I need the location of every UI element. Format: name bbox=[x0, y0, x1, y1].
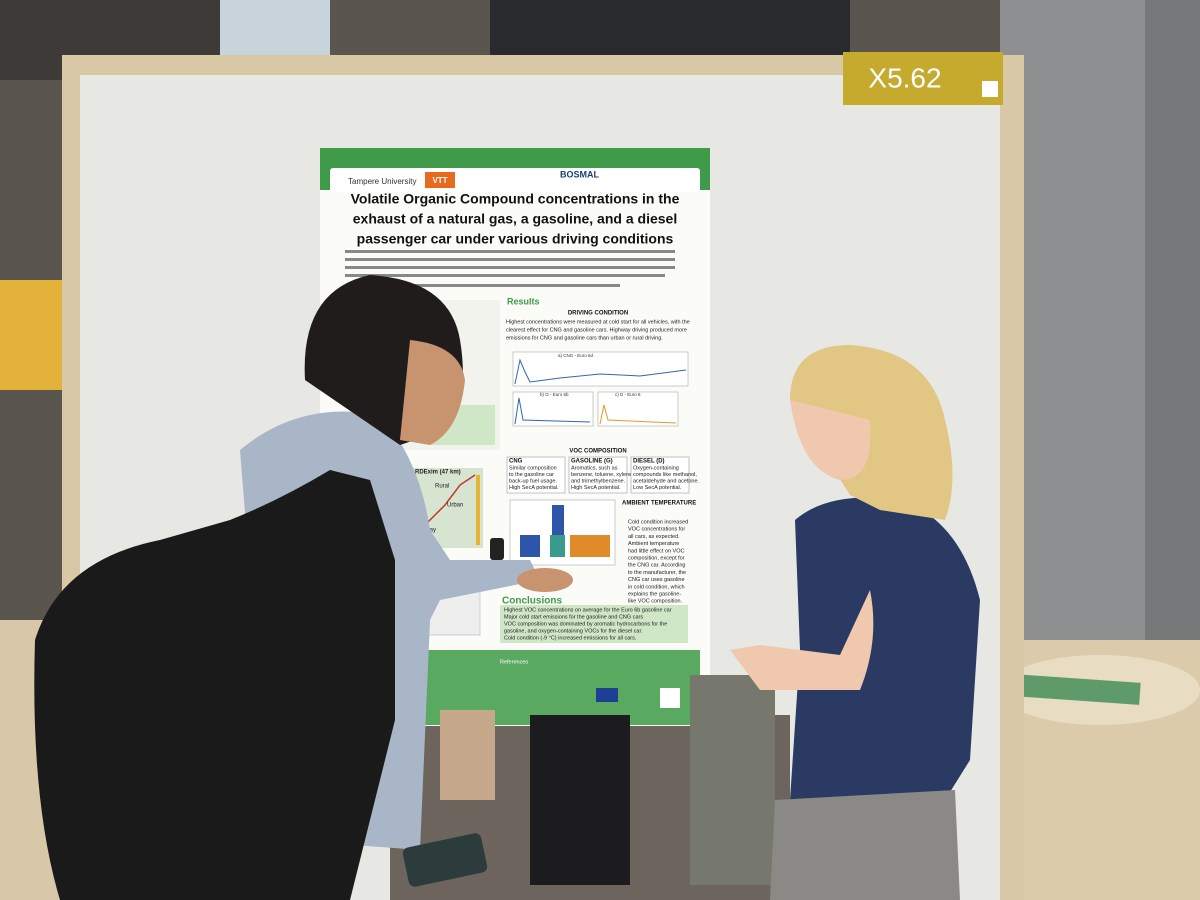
ambient-line: all cars, as expected. bbox=[628, 534, 680, 540]
conclusion-item: gasoline, and oxygen-containing VOCs for… bbox=[504, 628, 643, 634]
box-heading: CNG bbox=[509, 459, 523, 465]
poster-title: exhaust of a natural gas, a gasoline, an… bbox=[353, 211, 677, 227]
conclusion-item: Cold condition (-9 °C) increased emissio… bbox=[504, 635, 637, 641]
logo: BOSMAL bbox=[560, 169, 599, 179]
box-text: and trimethylbenzene. bbox=[571, 478, 626, 484]
ambient-line: composition, except for bbox=[628, 555, 685, 561]
ambient-text: Cold condition increased VOC concentratio… bbox=[628, 519, 688, 604]
paragraph: Highest concentrations were measured at … bbox=[506, 319, 690, 325]
conclusions-list: Highest VOC concentrations on average fo… bbox=[504, 607, 672, 641]
time-series-figure bbox=[512, 351, 689, 427]
ambient-line: VOC concentrations for bbox=[628, 527, 685, 533]
wall-panel bbox=[1145, 0, 1200, 650]
conclusion-item: Major cold start emissions for the gasol… bbox=[504, 614, 643, 620]
woman bbox=[730, 345, 980, 900]
logo: VTT bbox=[432, 176, 447, 185]
bar-figure bbox=[509, 499, 616, 566]
map-title: RDExim (47 km) bbox=[415, 470, 461, 476]
board-number: X5.62 bbox=[868, 62, 941, 93]
conclusion-item: VOC composition was dominated by aromati… bbox=[504, 621, 667, 627]
box-text: High SecA potential. bbox=[509, 485, 559, 491]
panel-label: a) CNG - Euro 6d bbox=[558, 353, 594, 358]
panel-label: b) G - Euro 6b bbox=[540, 392, 569, 397]
person-bg bbox=[530, 715, 630, 885]
conclusions-box bbox=[500, 605, 688, 643]
person-bg bbox=[690, 675, 775, 885]
box-text: back-up fuel usage. bbox=[509, 478, 557, 484]
man bbox=[34, 275, 573, 900]
box-text: Oxygen-containing bbox=[633, 465, 679, 471]
leaflets bbox=[1009, 673, 1141, 705]
yellow-panel bbox=[0, 280, 62, 390]
ambient-line: CNG car uses gasoline bbox=[628, 577, 685, 583]
poster-title: passenger car under various driving cond… bbox=[357, 231, 674, 247]
ambient-line: Ambient temperature bbox=[628, 541, 679, 547]
box-text: compounds like methanol, bbox=[633, 472, 697, 478]
composition-box bbox=[506, 456, 566, 494]
ambient-line: had little effect on VOC bbox=[628, 548, 684, 554]
person-bg bbox=[440, 710, 495, 800]
footer-heading: References bbox=[500, 659, 528, 665]
poster-title: Volatile Organic Compound concentrations… bbox=[351, 191, 680, 207]
ambient-line: to the manufacturer, the bbox=[628, 570, 686, 576]
composition-box bbox=[630, 456, 690, 494]
logo-strip bbox=[330, 168, 700, 192]
box-text: benzene, toluene, xylene bbox=[571, 472, 632, 478]
map-label: Rural bbox=[435, 484, 449, 490]
ceiling-dark bbox=[490, 0, 850, 60]
subheading: AMBIENT TEMPERATURE bbox=[622, 501, 696, 507]
paragraph: clearest effect for CNG and gasoline car… bbox=[506, 327, 687, 333]
section-heading: Results bbox=[507, 296, 540, 306]
box-text: to the gasoline car bbox=[509, 472, 554, 478]
box-heading: DIESEL (D) bbox=[633, 459, 665, 465]
box-heading: GASOLINE (G) bbox=[571, 459, 613, 465]
box-text: acetaldehyde and acetone. bbox=[633, 478, 700, 484]
authors bbox=[345, 250, 675, 287]
eu-flag bbox=[596, 688, 618, 702]
composition-box bbox=[568, 456, 628, 494]
board-sign bbox=[843, 52, 1003, 105]
box-text: High SecA potential. bbox=[571, 485, 621, 491]
conclusion-item: Highest VOC concentrations on average fo… bbox=[504, 607, 672, 613]
ambient-line: in cold condition, which bbox=[628, 584, 685, 590]
box-text: Similar composition bbox=[509, 465, 557, 471]
logo: Tampere University bbox=[348, 177, 416, 186]
qr-code bbox=[982, 81, 998, 97]
ambient-line: like VOC composition. bbox=[628, 599, 683, 605]
panel-label: c) D - Euro 6 bbox=[615, 392, 641, 397]
box-text: Low SecA potential. bbox=[633, 485, 682, 491]
ambient-line: Cold condition increased bbox=[628, 519, 688, 525]
box-text: Aromatics, such as bbox=[571, 465, 618, 471]
ambient-line: explains the gasoline- bbox=[628, 591, 681, 597]
ambient-line: the CNG car. According bbox=[628, 563, 685, 569]
subheading: DRIVING CONDITION bbox=[568, 311, 628, 317]
qr-code bbox=[660, 688, 680, 708]
logo-box bbox=[425, 172, 455, 188]
subheading: VOC COMPOSITION bbox=[569, 449, 626, 455]
paragraph: emissions for CNG and gasoline cars than… bbox=[506, 335, 663, 341]
section-heading: Conclusions bbox=[502, 596, 562, 607]
map-label: Urban bbox=[447, 503, 463, 509]
